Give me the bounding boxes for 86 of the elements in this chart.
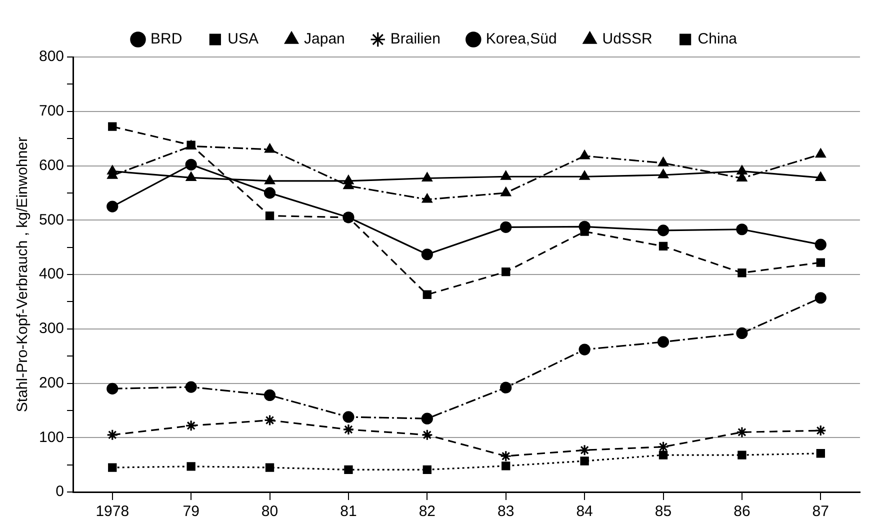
point (814, 292, 826, 304)
point (500, 382, 512, 394)
point (578, 344, 590, 356)
point (658, 450, 668, 460)
point (578, 220, 590, 232)
x-tick-label: 84 (576, 503, 593, 520)
y-tick-label: 700 (38, 102, 64, 120)
y-tick-label: 0 (56, 483, 64, 500)
point (421, 248, 433, 260)
point (342, 411, 354, 423)
point (265, 463, 274, 472)
x-tick-label: 79 (182, 503, 200, 520)
x-tick-label: 82 (418, 503, 436, 520)
point (108, 122, 117, 131)
point (658, 169, 668, 178)
y-tick-label: 400 (38, 266, 64, 283)
legend-label: USA (228, 30, 259, 48)
legend-label: Japan (304, 30, 345, 48)
point (578, 444, 590, 456)
y-tick-label: 600 (38, 156, 64, 174)
x-tick-label: 87 (812, 503, 829, 520)
point (500, 170, 511, 180)
point (816, 172, 826, 182)
legend-label: Brailien (390, 30, 440, 48)
point (736, 327, 748, 340)
point (814, 424, 826, 436)
point (186, 172, 196, 182)
point (500, 221, 512, 233)
point (658, 157, 668, 166)
point (106, 429, 118, 441)
point (264, 389, 276, 402)
point (422, 194, 432, 203)
point (736, 224, 748, 236)
legend-label: BRD (150, 30, 182, 48)
point (422, 172, 432, 182)
point (738, 268, 746, 278)
point (185, 420, 197, 432)
point (185, 381, 197, 393)
point (814, 238, 826, 250)
point (264, 175, 275, 184)
point (186, 462, 196, 471)
point (264, 414, 276, 426)
x-tick-label: 1978 (96, 503, 130, 520)
point (736, 165, 748, 174)
point (657, 224, 670, 236)
legend-label: Korea,Süd (486, 30, 557, 48)
x-tick-label: 81 (340, 503, 357, 520)
point (658, 242, 668, 251)
x-tick-label: 86 (734, 503, 750, 520)
point (265, 211, 274, 220)
point (185, 158, 197, 170)
point (264, 144, 275, 153)
point (264, 187, 276, 199)
x-tick-label: 83 (498, 503, 514, 520)
point (502, 267, 510, 276)
point (580, 456, 589, 466)
point (106, 382, 118, 394)
point (502, 462, 510, 470)
point (422, 465, 432, 474)
y-tick-label: 800 (38, 48, 64, 66)
x-tick-label: 80 (261, 503, 278, 520)
point (657, 336, 670, 348)
point (106, 200, 118, 212)
point (500, 450, 512, 462)
point (816, 449, 825, 458)
point (736, 426, 748, 438)
point (421, 429, 433, 441)
point (344, 465, 353, 474)
point (579, 170, 590, 180)
point (816, 148, 826, 158)
y-axis-title: Stahl-Pro-Kopf-Verbrauch , kg/Einwohner (14, 136, 32, 412)
point (816, 258, 825, 267)
point (108, 463, 117, 472)
legend-label: UdSSR (602, 30, 652, 48)
legend-label: China (698, 30, 738, 48)
point (738, 450, 746, 460)
point (579, 150, 590, 160)
x-tick-label: 85 (654, 503, 672, 520)
y-tick-label: 500 (38, 211, 64, 228)
point (500, 187, 511, 196)
point (342, 424, 354, 436)
point (421, 412, 433, 424)
y-tick-label: 100 (38, 428, 64, 446)
y-tick-label: 300 (38, 320, 64, 338)
y-tick-label: 200 (38, 374, 64, 392)
point (422, 290, 432, 299)
